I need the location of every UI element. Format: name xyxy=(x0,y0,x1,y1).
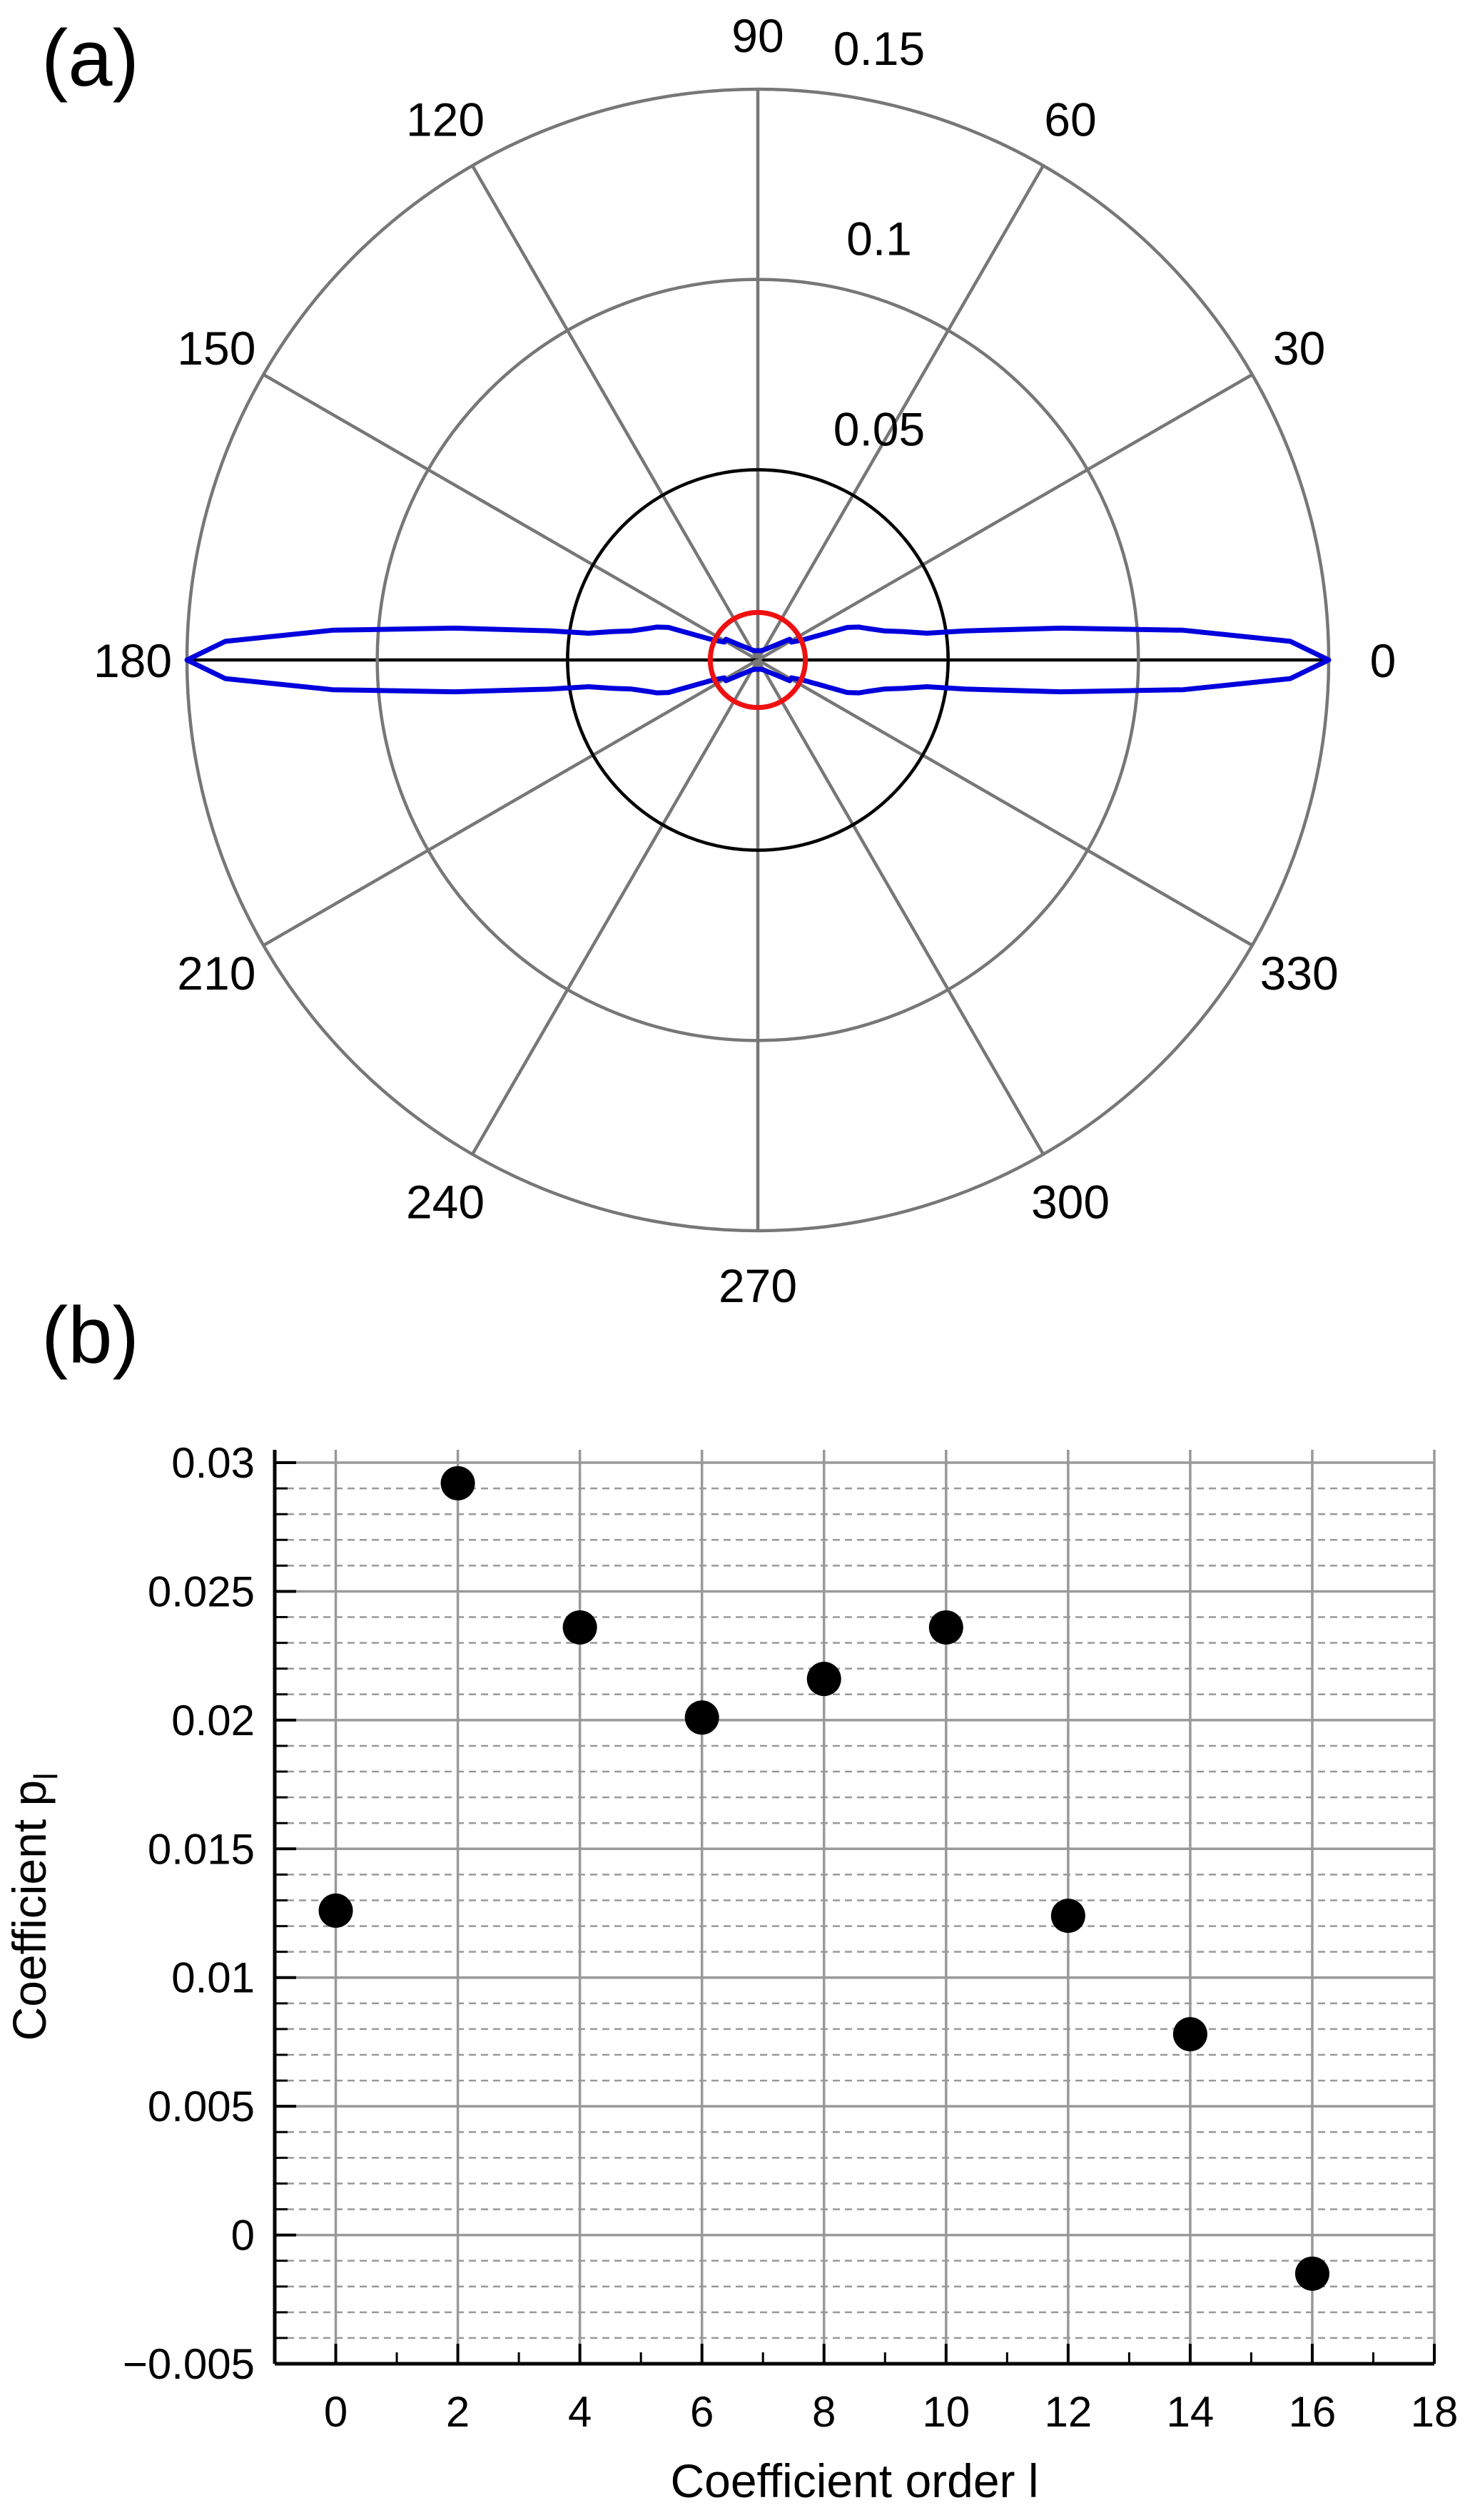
scatter-point xyxy=(1294,2256,1329,2291)
polar-angle-label-120: 120 xyxy=(406,93,485,146)
polar-spoke-150 xyxy=(263,373,759,661)
polar-angle-label-300: 300 xyxy=(1031,1176,1110,1229)
polar-grid-circle-1 xyxy=(375,278,1140,1042)
scatter-x-tick-label: 8 xyxy=(812,2388,836,2436)
polar-series-red xyxy=(707,609,809,711)
polar-angle-label-90: 90 xyxy=(731,9,784,62)
scatter-x-tick-label: 0 xyxy=(324,2388,348,2436)
polar-angle-label-180: 180 xyxy=(93,634,172,687)
scatter-x-tick-label: 16 xyxy=(1289,2388,1337,2436)
scatter-point xyxy=(562,1610,597,1645)
scatter-point xyxy=(1050,1899,1085,1934)
polar-angle-label-60: 60 xyxy=(1044,93,1096,146)
scatter-x-tick-label: 10 xyxy=(922,2388,970,2436)
polar-spoke-300 xyxy=(756,659,1045,1155)
polar-spoke-30 xyxy=(756,373,1253,661)
scatter-y-tick-label: 0.03 xyxy=(171,1439,255,1487)
scatter-point xyxy=(1172,2017,1207,2052)
scatter-y-tick-label: 0.025 xyxy=(148,1568,255,1615)
scatter-y-axis-label: Coefficient pl xyxy=(3,1773,64,2041)
polar-angle-label-30: 30 xyxy=(1273,322,1325,375)
scatter-x-tick-label: 6 xyxy=(690,2388,714,2436)
polar-spoke-120 xyxy=(471,165,759,661)
scatter-x-tick-label: 14 xyxy=(1167,2388,1215,2436)
polar-angle-label-150: 150 xyxy=(177,322,255,375)
scatter-point xyxy=(440,1465,475,1500)
scatter-y-tick-label: 0.015 xyxy=(148,1825,255,1873)
polar-reference-circle xyxy=(566,468,950,852)
polar-spoke-330 xyxy=(756,659,1253,947)
polar-angle-label-270: 270 xyxy=(719,1259,797,1312)
polar-spoke-240 xyxy=(471,659,759,1155)
polar-series-blue xyxy=(184,624,1332,696)
scatter-chart: −0.005 0 0.005 0.01 0.015 0.02 0.025 0.03 0 2 4 6 8 1… xyxy=(3,1439,1458,2507)
scatter-y-tick-label: 0 xyxy=(231,2212,255,2260)
scatter-x-tick-label: 18 xyxy=(1411,2388,1459,2436)
scatter-point xyxy=(806,1662,841,1697)
scatter-y-tick-label: 0.01 xyxy=(171,1954,255,2002)
scatter-y-axis-label-subscript: l xyxy=(27,1773,64,1780)
polar-spoke-210 xyxy=(263,659,759,947)
polar-radial-label-1: 0.1 xyxy=(846,213,912,265)
polar-angle-label-210: 210 xyxy=(177,947,255,1000)
scatter-y-tick-label: 0.02 xyxy=(171,1697,255,1744)
scatter-point xyxy=(684,1700,719,1735)
polar-angle-label-240: 240 xyxy=(406,1176,485,1229)
scatter-x-tick-label: 12 xyxy=(1044,2388,1092,2436)
scatter-y-axis-label-main: Coefficient p xyxy=(3,1780,56,2041)
polar-chart: 0 30 60 90 120 150 180 210 240 270 300 330 0.05 0.1 0.… xyxy=(93,9,1396,1312)
scatter-x-tick-label: 2 xyxy=(446,2388,470,2436)
scatter-point xyxy=(928,1610,963,1645)
panel-b-label: (b) xyxy=(41,1291,139,1380)
scatter-point xyxy=(318,1893,353,1928)
polar-radial-label-0: 0.05 xyxy=(833,402,925,455)
scatter-x-axis-label: Coefficient order l xyxy=(670,2454,1038,2507)
polar-angle-label-330: 330 xyxy=(1260,947,1339,1000)
polar-radial-label-2: 0.15 xyxy=(833,22,925,75)
scatter-y-tick-label: −0.005 xyxy=(123,2340,255,2388)
polar-spoke-60 xyxy=(756,165,1045,661)
scatter-x-tick-label: 4 xyxy=(568,2388,592,2436)
panel-a-label: (a) xyxy=(41,14,139,103)
scatter-y-tick-label: 0.005 xyxy=(148,2083,255,2130)
polar-angle-label-0: 0 xyxy=(1370,634,1397,687)
